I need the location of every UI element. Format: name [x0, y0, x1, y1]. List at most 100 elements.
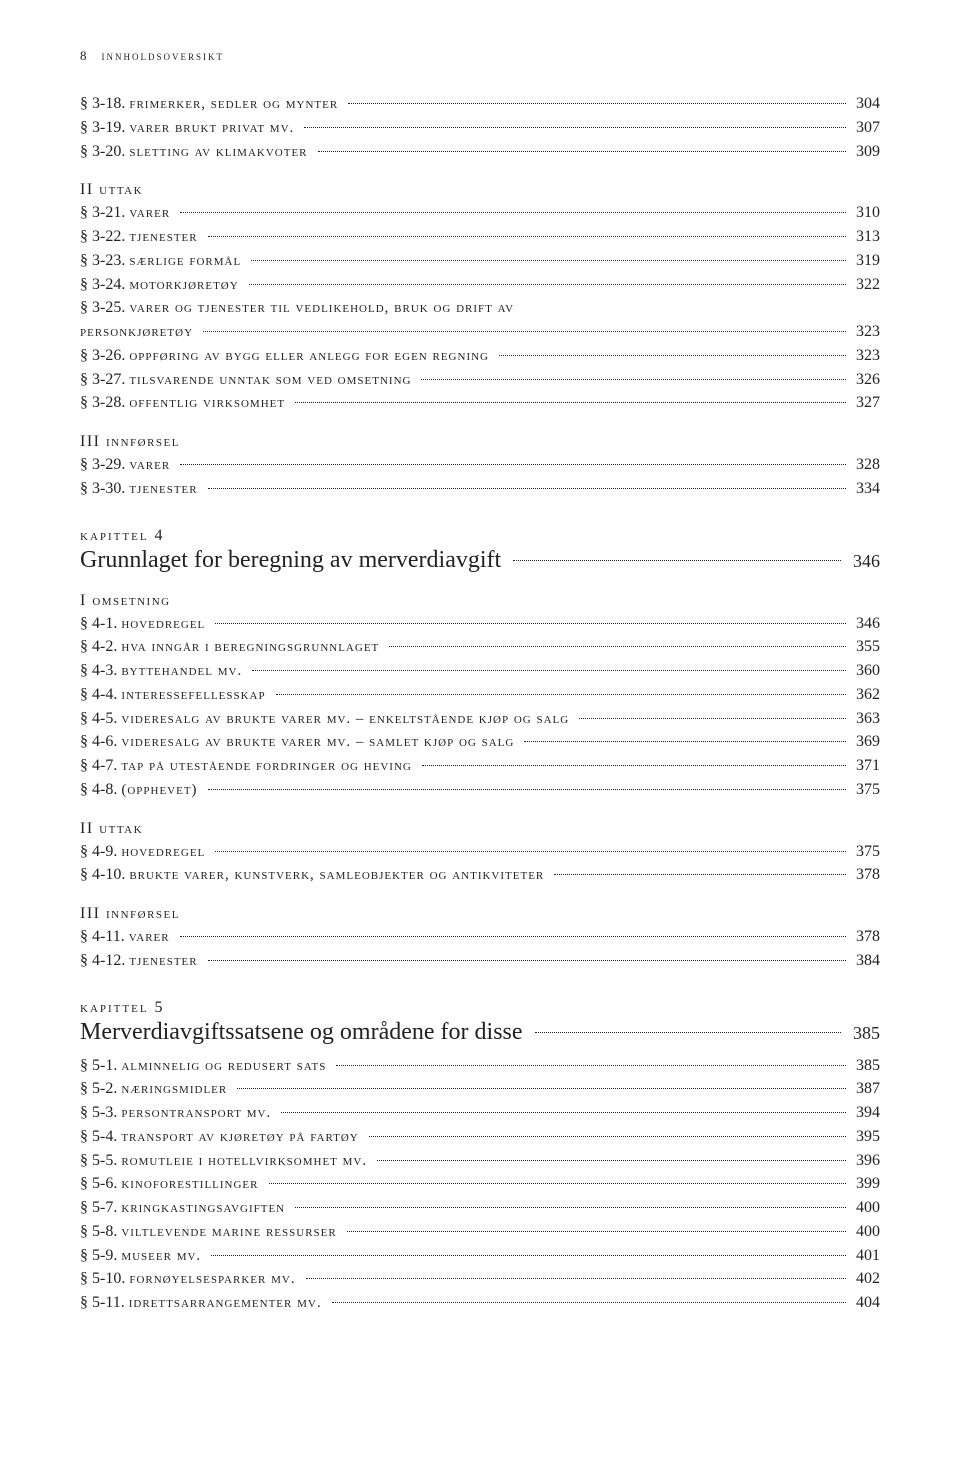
toc-page: 313	[850, 225, 880, 248]
dot-leader	[318, 151, 846, 152]
toc-entry: § 3-24. motorkjøretøy 322	[80, 273, 880, 297]
toc-page: 371	[850, 754, 880, 777]
chapter-page: 385	[845, 1023, 880, 1044]
dot-leader	[251, 260, 846, 261]
toc-entry: § 5-3. persontransport mv. 394	[80, 1101, 880, 1125]
dot-leader	[211, 1255, 846, 1256]
chapter-title-text: Merverdiavgiftssatsene og områdene for d…	[80, 1019, 531, 1046]
chapter-title: Grunnlaget for beregning av merverdiavgi…	[80, 547, 880, 574]
toc-page: 323	[850, 320, 880, 343]
toc-entry: § 5-4. transport av kjøretøy på fartøy39…	[80, 1125, 880, 1149]
toc-entry: § 3-19. varer brukt privat mv. 307	[80, 116, 880, 140]
chapter-page: 346	[845, 551, 880, 572]
toc-page: 304	[850, 92, 880, 115]
toc-page: 387	[850, 1077, 880, 1100]
toc-entry: § 4-7. tap på utestående fordringer og h…	[80, 754, 880, 778]
dot-leader	[332, 1302, 846, 1303]
toc-label: § 5-5. romutleie i hotellvirksomhet mv.	[80, 1149, 373, 1173]
toc-entry: § 5-1. alminnelig og redusert sats 385	[80, 1054, 880, 1078]
dot-leader	[208, 488, 846, 489]
toc-entry: § 5-8. viltlevende marine ressurser400	[80, 1220, 880, 1244]
toc-entry: § 4-10. brukte varer, kunstverk, samleob…	[80, 863, 880, 887]
toc-entry: § 4-4. interessefellesskap362	[80, 683, 880, 707]
toc-label: § 3-19. varer brukt privat mv.	[80, 116, 300, 140]
toc-page: 363	[850, 707, 880, 730]
toc-page: 346	[850, 612, 880, 635]
toc-page: 394	[850, 1101, 880, 1124]
dot-leader	[237, 1088, 846, 1089]
toc-page: 328	[850, 453, 880, 476]
toc-entry: § 4-5. videresalg av brukte varer mv. – …	[80, 707, 880, 731]
toc-label: § 3-28. offentlig virksomhet	[80, 391, 291, 415]
toc-page: 319	[850, 249, 880, 272]
toc-label: § 4-5. videresalg av brukte varer mv. – …	[80, 707, 575, 731]
dot-leader	[348, 103, 846, 104]
dot-leader	[369, 1136, 846, 1137]
toc-entry: § 3-23. særlige formål 319	[80, 249, 880, 273]
toc-entry: § 4-1. hovedregel346	[80, 612, 880, 636]
toc-label: § 4-4. interessefellesskap	[80, 683, 272, 707]
dot-leader	[499, 355, 846, 356]
dot-leader	[554, 874, 846, 875]
toc-label: § 3-18. frimerker, sedler og mynter	[80, 92, 344, 116]
toc-page: 327	[850, 391, 880, 414]
dot-leader	[347, 1231, 846, 1232]
toc-label: § 5-6. kinoforestillinger	[80, 1172, 265, 1196]
toc-label: § 5-1. alminnelig og redusert sats	[80, 1054, 332, 1078]
toc-entry: § 3-22. tjenester 313	[80, 225, 880, 249]
toc-entry: § 4-6. videresalg av brukte varer mv. – …	[80, 730, 880, 754]
group-heading: I omsetning	[80, 592, 880, 610]
dot-leader	[203, 331, 846, 332]
dot-leader	[336, 1065, 846, 1066]
toc-entry: § 4-12. tjenester384	[80, 949, 880, 973]
dot-leader	[524, 741, 846, 742]
toc-page: 360	[850, 659, 880, 682]
toc-entry: § 3-18. frimerker, sedler og mynter 304	[80, 92, 880, 116]
dot-leader	[421, 379, 846, 380]
toc-label: § 3-23. særlige formål	[80, 249, 247, 273]
dot-leader	[208, 789, 846, 790]
toc-page: 396	[850, 1149, 880, 1172]
toc-label: § 3-20. sletting av klimakvoter	[80, 140, 314, 164]
toc-entry: § 5-11. idrettsarrangementer mv.404	[80, 1291, 880, 1315]
dot-leader	[276, 694, 846, 695]
page: 8 innholdsoversikt § 3-18. frimerker, se…	[0, 0, 960, 1363]
toc-page: 400	[850, 1196, 880, 1219]
dot-leader	[180, 936, 846, 937]
dot-leader	[422, 765, 846, 766]
dot-leader	[215, 623, 846, 624]
dot-leader	[295, 1207, 846, 1208]
toc-page: 369	[850, 730, 880, 753]
toc-label: § 4-3. byttehandel mv.	[80, 659, 248, 683]
dot-leader	[252, 670, 846, 671]
toc-entry: § 5-7. kringkastingsavgiften400	[80, 1196, 880, 1220]
dot-leader	[304, 127, 846, 128]
toc-label: § 3-25. varer og tjenester til vedlikeho…	[80, 296, 520, 320]
dot-leader	[295, 402, 846, 403]
toc-page: 334	[850, 477, 880, 500]
toc-label: § 5-11. idrettsarrangementer mv.	[80, 1291, 328, 1315]
chapter-title: Merverdiavgiftssatsene og områdene for d…	[80, 1019, 880, 1046]
toc-page: 400	[850, 1220, 880, 1243]
toc-label: § 5-4. transport av kjøretøy på fartøy	[80, 1125, 365, 1149]
toc-label: § 3-30. tjenester	[80, 477, 204, 501]
dot-leader	[389, 646, 846, 647]
toc-label: § 5-9. museer mv.	[80, 1244, 207, 1268]
toc-page: 309	[850, 140, 880, 163]
toc-page: 399	[850, 1172, 880, 1195]
toc-page: 307	[850, 116, 880, 139]
toc-label: § 5-3. persontransport mv.	[80, 1101, 277, 1125]
toc-label: § 3-22. tjenester	[80, 225, 204, 249]
toc-label: § 4-11. varer	[80, 925, 176, 949]
page-number: 8	[80, 48, 88, 64]
toc-label: § 4-10. brukte varer, kunstverk, samleob…	[80, 863, 550, 887]
toc-label: § 4-9. hovedregel	[80, 840, 211, 864]
dot-leader	[180, 212, 846, 213]
toc-page: 323	[850, 344, 880, 367]
running-title: innholdsoversikt	[102, 48, 225, 64]
group-heading: III innførsel	[80, 433, 880, 451]
toc-label: § 3-24. motorkjøretøy	[80, 273, 245, 297]
toc-page: 385	[850, 1054, 880, 1077]
dot-leader	[249, 284, 846, 285]
toc-label: § 3-29. varer	[80, 453, 176, 477]
